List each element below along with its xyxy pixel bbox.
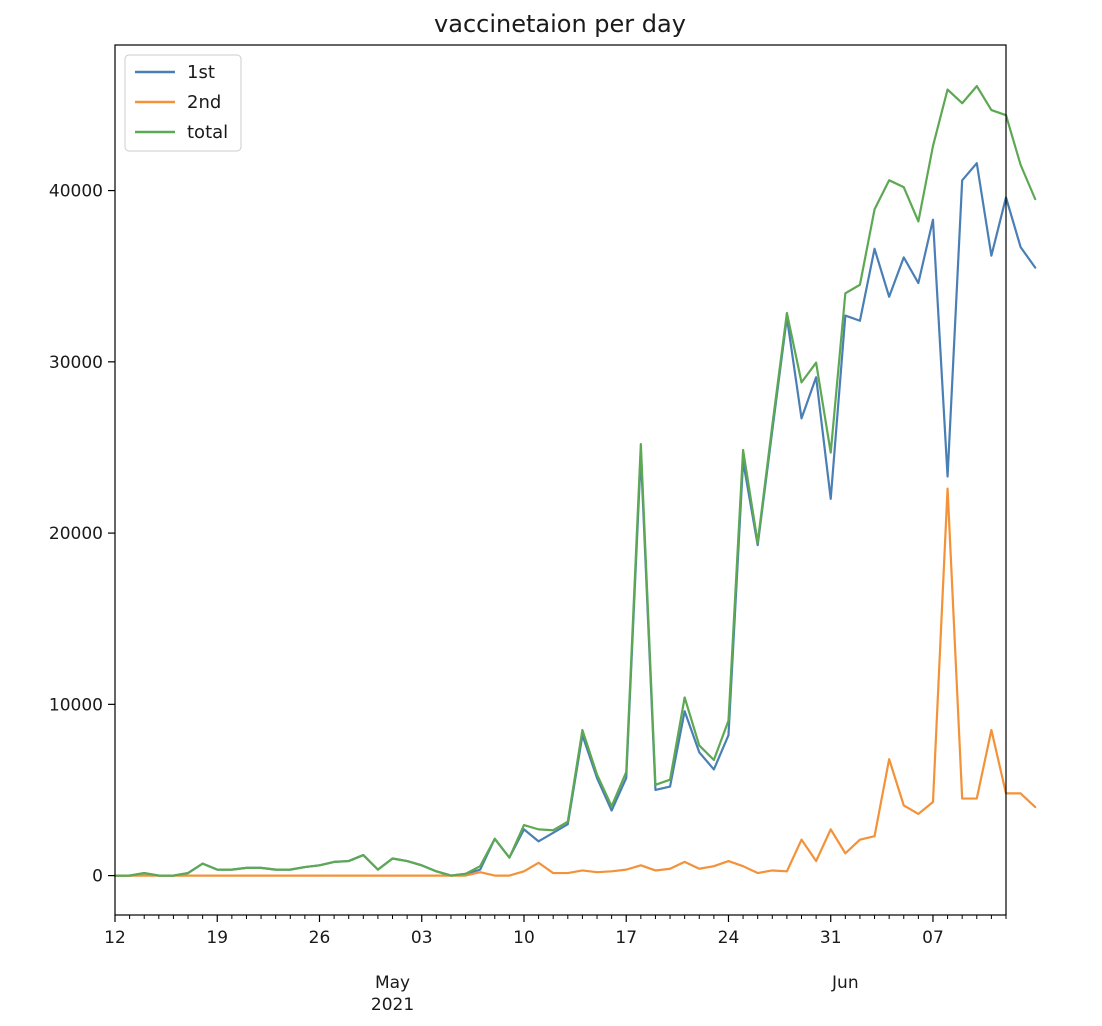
x-tick-label-1: 19: [206, 928, 228, 948]
x-tick-label-3: 03: [411, 928, 433, 948]
x-tick-label-0: 12: [104, 928, 126, 948]
y-tick-label-0: 0: [92, 867, 103, 887]
x-tick-label-5: 17: [615, 928, 637, 948]
legend-box: [124, 54, 242, 152]
y-axis: 0 10000 20000 30000 40000: [49, 182, 115, 887]
x-tick-label-2: 26: [309, 928, 331, 948]
x-tick-label-7: 31: [820, 928, 842, 948]
y-tick-label-1: 10000: [49, 695, 103, 715]
legend-label-total: total: [187, 122, 228, 143]
chart-title: vaccinetaion per day: [434, 10, 686, 38]
series-line-2nd: [113, 487, 1037, 877]
y-tick-label-3: 30000: [49, 353, 103, 373]
x-tick-label-6: 24: [718, 928, 740, 948]
plot-area: [115, 45, 1006, 915]
series-line-total: [113, 84, 1037, 877]
x-month-label-0-0: May: [375, 973, 410, 993]
legend-label-1st: 1st: [187, 62, 215, 83]
x-tick-label-4: 10: [513, 928, 535, 948]
series-layer: [113, 84, 1037, 877]
x-tick-label-8: 07: [922, 928, 944, 948]
plot-frame: [114, 44, 1007, 916]
legend-label-2nd: 2nd: [187, 92, 221, 113]
y-tick-label-2: 20000: [49, 524, 103, 544]
legend: 1st 2nd total: [124, 54, 242, 152]
y-tick-label-4: 40000: [49, 182, 103, 202]
x-month-label-0-1: 2021: [371, 995, 414, 1015]
x-month-label-1-0: Jun: [831, 973, 859, 993]
